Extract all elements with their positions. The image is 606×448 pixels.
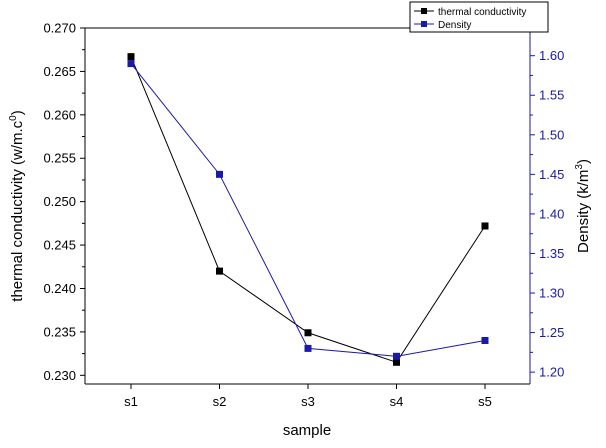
right-tick-label-0: 1.20 bbox=[539, 365, 564, 380]
legend-box bbox=[409, 1, 549, 33]
point-density-s3 bbox=[304, 344, 312, 352]
right-tick-label-8: 1.60 bbox=[539, 48, 564, 63]
left-tick-label-1: 0.235 bbox=[43, 324, 76, 339]
point-thermal-conductivity-s4 bbox=[393, 358, 400, 366]
series-line-thermal-conductivity bbox=[130, 56, 486, 363]
left-tick-label-0: 0.230 bbox=[43, 368, 76, 383]
right-tick-label-4: 1.40 bbox=[539, 206, 564, 221]
x-tick-label-s2: s2 bbox=[213, 394, 227, 409]
left-tick-label-8: 0.270 bbox=[43, 21, 76, 36]
legend: thermal conductivity Density bbox=[409, 1, 549, 33]
left-tick-label-6: 0.260 bbox=[43, 107, 76, 122]
left-tick-label-4: 0.250 bbox=[43, 194, 76, 209]
point-density-s5 bbox=[481, 336, 489, 344]
right-tick-label-1: 1.25 bbox=[539, 325, 564, 340]
x-axis-title: sample bbox=[283, 422, 331, 439]
series-line-density bbox=[130, 63, 486, 357]
right-axis-ticks: 1.20 1.25 1.30 1.35 1.40 1.45 1.50 1.55 1.60 bbox=[530, 48, 564, 380]
left-tick-label-2: 0.240 bbox=[43, 281, 76, 296]
legend-item-density: Density bbox=[414, 20, 471, 31]
left-tick-label-5: 0.255 bbox=[43, 151, 76, 166]
point-thermal-conductivity-s2 bbox=[216, 267, 223, 275]
point-thermal-conductivity-s5 bbox=[481, 222, 489, 230]
x-axis-ticks: s1 s2 s3 s4 s5 bbox=[124, 384, 492, 409]
right-axis-title: Density (k/m3) bbox=[574, 159, 592, 253]
legend-item-thermal-conductivity: thermal conductivity bbox=[414, 7, 526, 18]
left-axis-title: thermal conductivity (w/m.c0) bbox=[8, 110, 26, 301]
x-tick-label-s1: s1 bbox=[124, 394, 138, 409]
right-tick-label-2: 1.30 bbox=[539, 286, 564, 301]
legend-label-thermal-conductivity: thermal conductivity bbox=[438, 7, 526, 18]
x-tick-label-s5: s5 bbox=[478, 394, 492, 409]
point-density-s2 bbox=[216, 170, 223, 178]
right-tick-label-6: 1.50 bbox=[539, 127, 564, 142]
legend-marker-thermal-conductivity bbox=[421, 8, 427, 14]
right-tick-label-3: 1.35 bbox=[539, 246, 564, 261]
point-density-s1 bbox=[127, 60, 135, 68]
right-tick-label-5: 1.45 bbox=[539, 167, 564, 182]
left-axis-ticks: 0.230 0.235 0.240 0.245 0.250 0.255 0.260 0.265… bbox=[43, 21, 85, 383]
point-density-s4 bbox=[393, 352, 400, 360]
left-tick-label-7: 0.265 bbox=[43, 64, 76, 79]
left-tick-label-3: 0.245 bbox=[43, 238, 76, 253]
x-tick-label-s4: s4 bbox=[390, 394, 404, 409]
series-layer bbox=[127, 53, 489, 366]
right-tick-label-7: 1.55 bbox=[539, 88, 564, 103]
legend-label-density: Density bbox=[438, 20, 471, 31]
x-tick-label-s3: s3 bbox=[301, 394, 315, 409]
point-thermal-conductivity-s1 bbox=[127, 53, 135, 61]
point-thermal-conductivity-s3 bbox=[304, 329, 312, 337]
legend-marker-density bbox=[421, 21, 427, 27]
